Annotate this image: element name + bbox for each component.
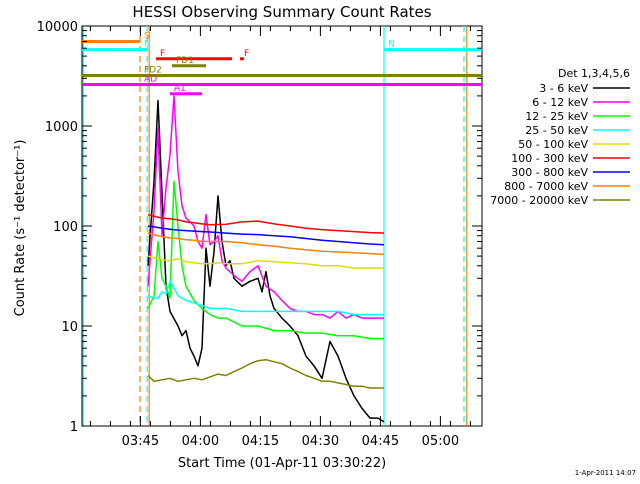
state-bar-label-0: S [144,31,150,41]
series-line-3 [147,280,384,316]
y-tick-label-1: 10 [61,320,78,335]
series-lines [147,95,385,423]
y-axis-label: Count Rate (s⁻¹ detector⁻¹) [13,140,28,317]
legend-title: Det 1,3,4,5,6 [558,67,630,80]
y-tick-label-3: 1000 [45,120,78,135]
series-line-2 [147,180,384,340]
legend-label-5: 100 - 300 keV [511,152,588,165]
legend-label-1: 6 - 12 keV [532,96,588,109]
y-tick-label-4: 10000 [37,20,78,35]
legend-label-8: 7000 - 20000 keV [490,194,588,207]
state-bar-label-7: AD [144,75,157,85]
series-line-5 [147,213,385,234]
legend-label-3: 25 - 50 keV [525,124,588,137]
x-axis-label: Start Time (01-Apr-11 03:30:22) [178,456,386,471]
series-line-6 [147,225,385,246]
x-tick-label-0: 03:45 [122,434,159,449]
legend-label-6: 300 - 800 keV [511,166,588,179]
legend-label-2: 12 - 25 keV [525,110,588,123]
x-tick-label-1: 04:00 [182,434,219,449]
series-line-1 [147,95,384,319]
series-line-4 [147,255,384,269]
x-tick-label-3: 04:30 [302,434,339,449]
y-tick-label-0: 1 [70,420,78,435]
state-bar-label-2: N [388,40,395,50]
legend-label-7: 800 - 7000 keV [504,180,588,193]
y-tick-label-2: 100 [53,220,78,235]
legend-label-4: 50 - 100 keV [518,138,588,151]
series-line-7 [147,232,385,256]
timestamp: 1-Apr-2011 14:07 [575,469,636,477]
x-tick-label-5: 05:00 [422,434,459,449]
state-bar-label-8: A1 [174,84,186,94]
x-tick-label-4: 04:45 [362,434,399,449]
chart-title: HESSI Observing Summary Count Rates [132,3,431,21]
legend-label-0: 3 - 6 keV [539,82,588,95]
state-bar-label-5: FD1 [176,56,194,66]
series-line-8 [147,358,384,389]
state-bar-label-1: N [144,40,151,50]
axes: 1 10 100 1000 10000 03:45 04:00 04:15 04:30 04:45… [37,20,482,449]
state-bar-label-6: FD2 [144,65,162,75]
state-bar-label-4: F [244,49,249,59]
state-bar-label-3: F [160,49,165,59]
series-line-0 [147,99,385,423]
vertical-markers [82,26,468,426]
x-tick-label-2: 04:15 [242,434,279,449]
